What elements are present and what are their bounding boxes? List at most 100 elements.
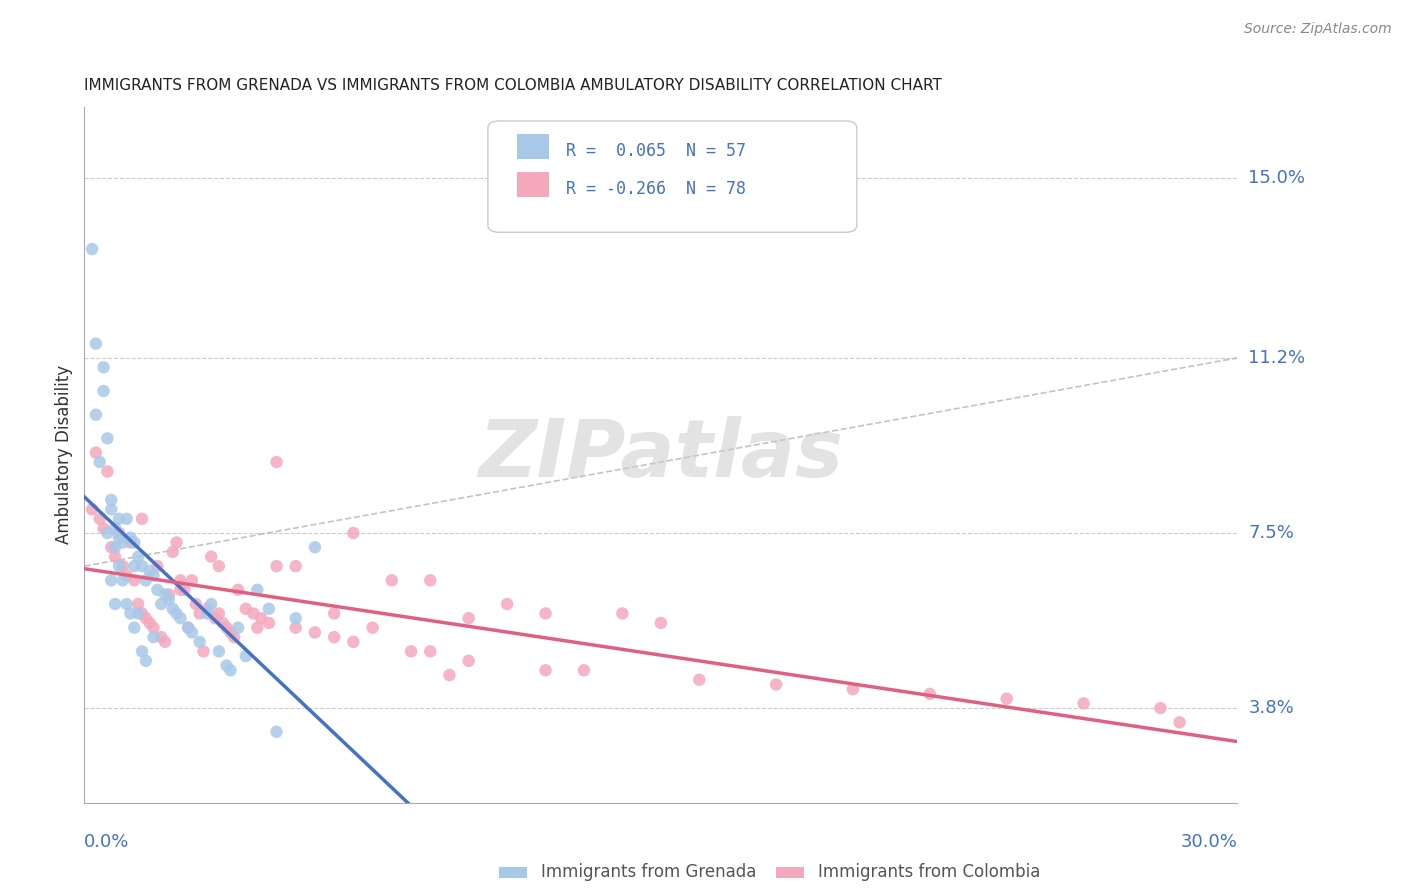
Point [208,607,231,621]
Point [650,615,672,630]
Point [177,621,200,635]
Point [131,512,153,526]
Point [257,601,280,615]
Point [127,607,149,621]
FancyBboxPatch shape [517,134,548,159]
Point [284,611,307,625]
Point [166,607,188,621]
Point [89,512,111,526]
Point [257,615,280,630]
Point [266,455,288,469]
Point [534,663,557,677]
Point [142,568,165,582]
Point [193,644,215,658]
Point [342,526,364,541]
Point [84,445,107,459]
Point [195,607,218,621]
Point [266,724,288,739]
Point [208,559,231,574]
Point [169,574,191,588]
Point [135,611,157,625]
Point [111,559,134,574]
Point [224,630,246,644]
Y-axis label: Ambulatory Disability: Ambulatory Disability [55,366,73,544]
Point [108,526,131,541]
Point [1149,701,1171,715]
Point [111,574,134,588]
Point [96,465,118,479]
Point [204,611,226,625]
Point [323,607,346,621]
Point [534,607,557,621]
Point [120,535,142,549]
Point [108,512,131,526]
Text: Immigrants from Colombia: Immigrants from Colombia [818,863,1040,881]
Point [157,588,180,602]
Text: 11.2%: 11.2% [1249,349,1306,367]
Point [266,559,288,574]
Point [104,597,127,611]
Point [226,582,249,597]
Point [304,540,326,554]
Point [242,607,264,621]
Point [131,559,153,574]
Point [127,549,149,564]
Point [93,521,115,535]
Text: 7.5%: 7.5% [1249,524,1295,542]
Point [162,601,184,615]
Point [104,540,127,554]
Point [80,242,103,256]
Point [439,668,461,682]
FancyBboxPatch shape [776,867,804,878]
Point [146,559,169,574]
Point [246,621,269,635]
Point [108,559,131,574]
Point [235,601,257,615]
Point [284,559,307,574]
Point [131,607,153,621]
Point [124,535,146,549]
Point [169,582,191,597]
Point [96,526,118,541]
Text: Immigrants from Grenada: Immigrants from Grenada [541,863,756,881]
Point [342,635,364,649]
Point [162,545,184,559]
Point [100,540,122,554]
Point [1073,697,1095,711]
Point [89,455,111,469]
Point [496,597,519,611]
Point [250,611,273,625]
Text: 0.0%: 0.0% [84,833,129,851]
Text: Source: ZipAtlas.com: Source: ZipAtlas.com [1244,22,1392,37]
Point [215,621,238,635]
Point [150,630,173,644]
Point [765,677,787,691]
Text: 3.8%: 3.8% [1249,699,1294,717]
Point [457,611,479,625]
Point [93,360,115,375]
FancyBboxPatch shape [517,172,548,197]
Point [127,597,149,611]
Point [181,574,204,588]
Text: 15.0%: 15.0% [1249,169,1305,187]
Point [124,574,146,588]
Point [184,597,207,611]
Point [200,549,222,564]
Point [138,564,160,578]
Point [211,615,233,630]
Point [120,531,142,545]
Point [219,663,242,677]
Point [115,512,138,526]
Point [169,611,191,625]
Point [104,549,127,564]
Point [188,607,211,621]
Point [419,644,441,658]
Point [842,682,865,697]
Point [100,502,122,516]
Point [120,607,142,621]
Point [80,502,103,516]
Text: R = -0.266  N = 78: R = -0.266 N = 78 [567,180,747,198]
Point [215,658,238,673]
Point [153,588,176,602]
Point [108,531,131,545]
